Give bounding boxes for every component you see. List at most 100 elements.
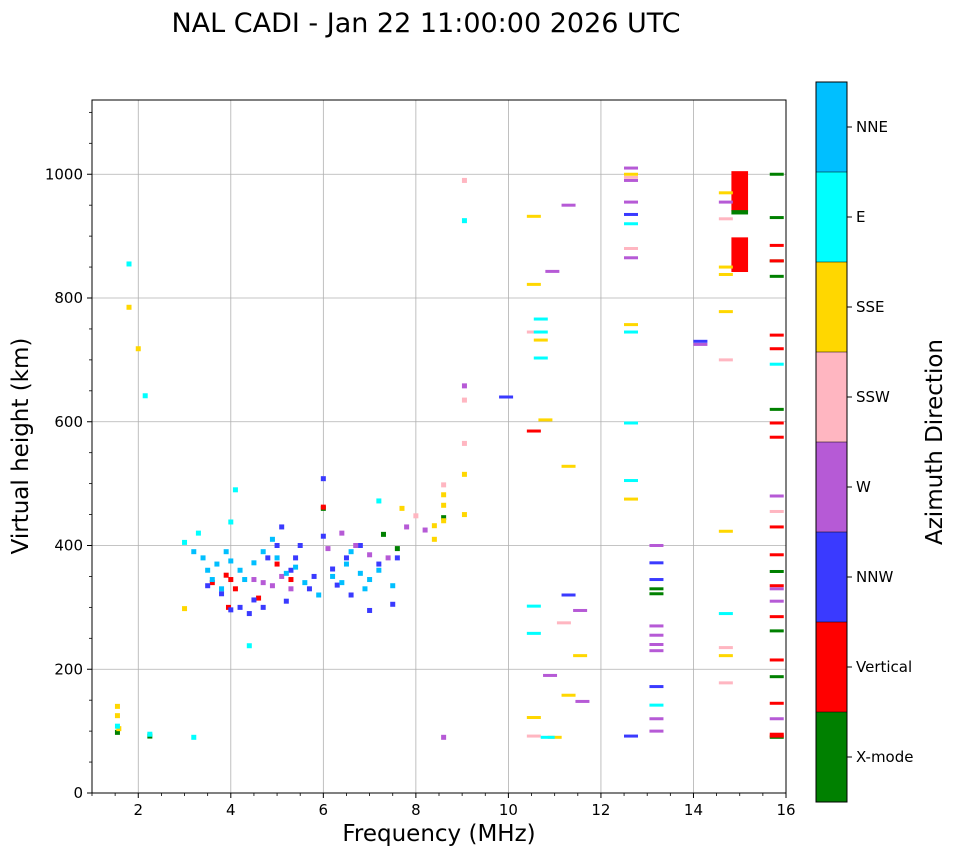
data-point-sse [718,529,733,533]
data-point-w [251,577,257,583]
colorbar-label: E [856,208,865,226]
colorbar-label: SSE [856,298,885,316]
data-point-e [228,519,234,525]
data-point-e [718,612,733,616]
data-point-nnw [311,573,317,579]
data-point-vertical [256,595,262,601]
data-point-ssw [556,621,571,625]
x-tick-label: 6 [319,801,329,819]
data-point-nnw [219,591,225,597]
data-point-nne [293,564,299,570]
data-point-ssw [413,513,419,519]
data-point-w [385,555,391,561]
data-point-w [624,200,639,204]
grid-lines [92,100,786,793]
data-point-sse [624,323,639,327]
data-point-sse [718,265,733,269]
data-point-nne [330,573,336,579]
data-point-nne [209,577,215,583]
data-point-sse [182,606,188,612]
data-point-nne [191,549,197,555]
data-point-w [441,734,447,740]
data-point-x-mode [441,515,447,521]
data-point-nnw [649,685,664,689]
data-point-nnw [376,561,382,567]
data-point-w [649,633,664,637]
data-point-e [624,222,639,226]
colorbar-label: NNE [856,118,888,136]
data-point-x-mode [394,546,400,552]
data-point-w [269,583,275,589]
data-point-nnw [228,607,234,613]
data-point-nnw [367,607,373,613]
colorbar-segment-vertical [816,622,847,712]
data-point-nnw [561,593,576,597]
data-point-sse [441,502,447,508]
data-point-sse [561,464,576,468]
data-point-vertical [769,243,784,247]
data-point-e [624,421,639,425]
data-point-ssw [624,175,639,179]
data-point-e [526,631,541,635]
data-point-x-mode [769,216,784,220]
x-tick-label: 8 [411,801,421,819]
data-point-w [404,524,410,530]
data-point-nne [251,560,257,566]
data-point-w [718,200,733,204]
data-point-w [693,342,708,346]
data-point-nne [214,561,220,567]
data-point-nnw [330,566,336,572]
data-point-nnw [288,567,294,573]
data-point-e [147,731,153,737]
data-point-vertical [769,347,784,351]
data-point-sse [441,492,447,498]
colorbar-label: W [856,478,871,496]
y-axis-label: Virtual height (km) [8,338,34,555]
colorbar-segment-nnw [816,532,847,622]
x-axis-label: Frequency (MHz) [342,821,535,847]
data-point-nne [228,558,234,564]
data-point-w [769,587,784,591]
data-point-nnw [394,555,400,561]
colorbar-frame [815,81,848,803]
data-point-x-mode [769,274,784,278]
data-point-nnw [246,611,252,617]
data-point-nne [357,570,363,576]
data-point-w [575,699,590,703]
colorbar-label: Vertical [856,658,912,676]
data-point-vertical [223,572,229,578]
data-point-e [195,530,201,536]
colorbar-segment-x-mode [816,712,847,802]
data-point-vertical [228,577,234,583]
data-point-vertical [769,732,784,736]
data-point-e [182,539,188,545]
data-point-ssw [461,440,467,446]
data-point-vertical [769,553,784,557]
data-point-e [649,703,664,707]
data-point-w [649,729,664,733]
chart-title: NAL CADI - Jan 22 11:00:00 2026 UTC [171,8,680,39]
data-point-vertical [209,580,215,586]
data-point-x-mode [114,729,120,735]
data-point-nnw [297,543,303,548]
data-point-nne [219,586,225,592]
data-point-w [624,178,639,182]
x-tick-label: 14 [684,801,703,819]
data-point-vertical [769,421,784,425]
data-point-nne [283,570,289,576]
data-point-w [422,527,428,533]
data-point-sse [624,172,639,176]
data-point-x-mode [769,675,784,679]
data-point-w [353,543,359,548]
data-point-sse [135,346,141,352]
data-point-ssw [461,397,467,403]
data-point-e [232,487,238,493]
data-point-vertical [769,658,784,662]
data-point-sse [526,716,541,720]
data-marks [114,166,784,740]
data-point-nnw [693,339,708,343]
y-tick-label: 1000 [45,165,83,183]
data-point-w [649,717,664,721]
data-point-e [540,735,555,739]
data-point-e [624,479,639,483]
